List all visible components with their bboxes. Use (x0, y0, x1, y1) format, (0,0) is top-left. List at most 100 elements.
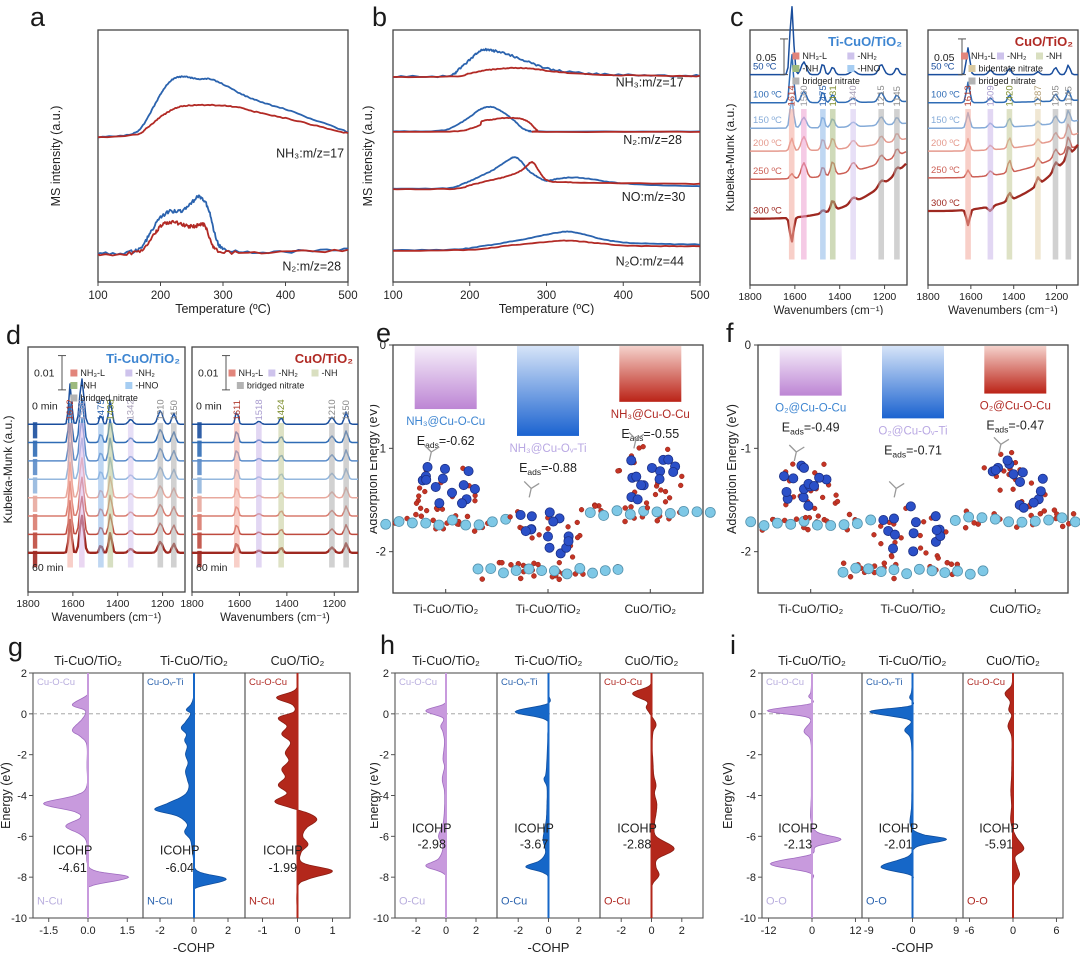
peak-band (343, 422, 349, 568)
y-tick-label: -2 (741, 547, 751, 559)
curve-label: 250 ºC (931, 165, 960, 176)
plot-frame (27, 346, 186, 593)
peak-wavenumber-label: 1420 (1004, 85, 1015, 106)
y-tick-label: -6 (379, 831, 389, 843)
x-tick-label: 2 (473, 925, 479, 937)
peak-wavenumber-label: 1287 (1033, 85, 1044, 106)
curve-label: 50 ºC (753, 62, 777, 73)
peak-wavenumber-label: 1509 (985, 85, 996, 106)
scale-bar-value: 0.05 (934, 52, 955, 64)
panel-b: b 100 200 300 400 500 Temperature (ºC) MS inte… (360, 0, 726, 315)
legend-swatch (847, 65, 855, 72)
eads-value: Eads=-0.55 (621, 427, 679, 443)
spectrum-curve (28, 378, 184, 425)
cohp-curve (632, 673, 675, 918)
category-label: CuO/TiO₂ (990, 602, 1042, 616)
bond-label-top: Cu-O-Cu (766, 677, 804, 688)
y-tick-label: 2 (21, 668, 27, 680)
legend-label: bridged nitrate (80, 393, 138, 403)
peak-wavenumber-label: 1210 (155, 399, 166, 420)
legend-label: NH₃-L (802, 51, 827, 61)
legend-swatch (311, 369, 319, 377)
legend-swatch (268, 369, 276, 377)
icohp-label: ICOHP (979, 821, 1019, 835)
panel-d-chart: 1800 1600 1400 1200 Wavenumbers (cm⁻¹) Kubelk… (1, 346, 359, 624)
legend-label: NH₃-L (239, 368, 264, 378)
y-tick-label: -2 (376, 547, 386, 559)
adsorption-energy-bar (517, 346, 579, 436)
panel-e-chart: 0 -1 -2 Adsorption Energy (eV) NH₃@Cu-O-Cu Ea… (370, 340, 716, 616)
adsorption-energy-bar (414, 346, 477, 410)
y-tick-label: 2 (383, 668, 389, 680)
x-axis-label: -COHP (892, 940, 934, 955)
subpanel-title: CuO/TiO₂ (271, 654, 325, 668)
x-tick-label: 0 (294, 925, 300, 937)
x-tick-label: 9 (953, 925, 959, 937)
x-tick-label: 1200 (873, 291, 897, 303)
x-tick-label: -2 (616, 925, 626, 937)
cohp-curve (425, 673, 447, 918)
scale-bar-value: 0.05 (756, 52, 777, 64)
y-tick-label: -10 (11, 913, 27, 925)
x-axis-label: Wavenumbers (cm⁻¹) (220, 612, 330, 624)
time-label-end: 60 min (196, 562, 228, 574)
spectrum-curve (928, 47, 1078, 76)
y-tick-label: -6 (17, 831, 27, 843)
curve-start-marker (197, 440, 202, 457)
x-tick-label: -1.5 (39, 925, 58, 937)
series-annotation: N₂:m/z=28 (282, 260, 341, 274)
legend-label: -NH (1046, 51, 1062, 61)
adsorbate-molecule (788, 444, 805, 462)
icohp-label: ICOHP (617, 821, 657, 835)
plot-frame (927, 29, 1079, 286)
legend-label: -NH₂ (278, 368, 298, 378)
panel-c-letter: c (730, 2, 744, 32)
bond-label-top: Cu-O-Cu (604, 677, 642, 688)
x-tick-label: 0 (909, 925, 915, 937)
peak-band (820, 109, 826, 260)
y-axis-label: Energy (eV) (370, 762, 381, 829)
eads-value: Eads=-0.62 (417, 434, 475, 450)
x-tick-label: 1 (329, 925, 335, 937)
panel-e: e 0 -1 -2 Adsorption Energy (eV) NH₃@Cu-O-Cu… (370, 318, 720, 630)
legend-swatch (792, 65, 800, 72)
x-tick-label: 1200 (151, 598, 175, 610)
x-tick-label: 500 (338, 290, 357, 302)
bond-label-bottom: N-Cu (147, 896, 173, 908)
bond-label-bottom: O-O (766, 896, 787, 908)
icohp-label: ICOHP (263, 844, 303, 858)
legend-label: bridged nitrate (802, 76, 860, 86)
curve-start-marker (32, 495, 38, 512)
y-tick-label: -10 (740, 913, 756, 925)
icohp-value: -3.67 (520, 838, 549, 852)
curve-start-marker (197, 495, 202, 512)
x-tick-label: -12 (761, 925, 777, 937)
series-annotation: NH₃:m/z=17 (276, 146, 344, 160)
y-axis-label: Energy (eV) (0, 762, 13, 829)
adsorbate-molecule (628, 431, 645, 449)
series-annotation: N₂O:m/z=44 (616, 255, 684, 269)
x-tick-label: -2 (155, 925, 165, 937)
series-annotation: NH₃:m/z=17 (616, 76, 684, 90)
peak-band (170, 422, 177, 568)
x-tick-label: 1600 (61, 598, 85, 610)
panel-g-letter: g (8, 632, 24, 662)
legend-label: bridged nitrate (247, 381, 305, 391)
x-tick-label: 400 (614, 290, 633, 302)
peak-wavenumber-label: 1145 (892, 86, 903, 106)
legend-label: -NH₂ (857, 51, 877, 61)
x-tick-label: -1 (258, 925, 268, 937)
x-tick-label: 1800 (916, 291, 940, 303)
panel-c-chart: 1800 1600 1400 1200 Wavenumbers (cm⁻¹) Kubelk… (726, 5, 1079, 315)
y-tick-label: -2 (17, 750, 27, 762)
x-axis-label: -COHP (173, 940, 215, 955)
x-axis-label: Wavenumbers (cm⁻¹) (52, 612, 162, 624)
bond-label-bottom: O-Cu (501, 896, 527, 908)
x-tick-label: -2 (513, 925, 523, 937)
x-tick-label: 100 (88, 290, 107, 302)
y-tick-label: 0 (380, 340, 386, 352)
scale-bar-value: 0.01 (34, 368, 55, 380)
y-tick-label: -8 (746, 872, 756, 884)
molecule-structure (584, 431, 716, 525)
legend-swatch (70, 382, 78, 389)
